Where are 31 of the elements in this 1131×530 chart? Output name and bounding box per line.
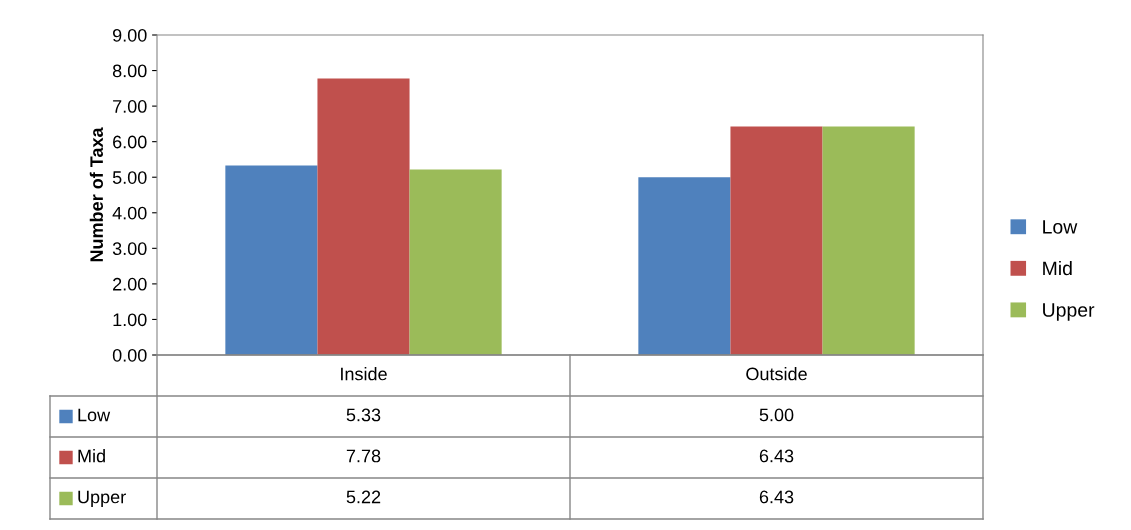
data-label: 6.43 — [759, 490, 794, 504]
y-tick-label: 1.00 — [113, 313, 147, 327]
legend-label: Low — [78, 408, 111, 422]
bar — [225, 165, 318, 355]
y-tick-label: 9.00 — [112, 28, 147, 42]
y-tick-label: 0.00 — [112, 348, 147, 362]
legend-label: Upper — [1043, 303, 1095, 321]
y-tick-label: 8.00 — [112, 64, 147, 78]
y-tick-label: 5.00 — [112, 171, 147, 184]
legend-label: Mid — [1043, 260, 1072, 276]
y-tick-label: 2.00 — [113, 277, 147, 291]
data-label: 5.22 — [346, 490, 381, 504]
text: Low — [1043, 220, 1078, 234]
data-label: 5.33 — [346, 408, 381, 422]
y-tick-label: 4.00 — [112, 206, 147, 220]
y-tick-label: 3.00 — [112, 242, 147, 256]
y-axis-title: Number of Taxa — [89, 127, 104, 262]
bar — [409, 169, 502, 355]
bar — [638, 177, 731, 355]
x-tick-label: Inside — [341, 367, 387, 381]
text: Mid — [78, 449, 105, 463]
bar — [317, 78, 410, 355]
bar — [730, 126, 823, 355]
y-tick-label: 6.00 — [113, 135, 147, 149]
bar — [822, 126, 915, 355]
text: Upper — [78, 490, 126, 507]
data-label: 7.78 — [346, 449, 381, 463]
x-tick-label: Outside — [746, 367, 807, 381]
data-label: 5.00 — [759, 408, 794, 422]
y-tick-label: 7.00 — [113, 100, 147, 113]
data-label: 6.43 — [759, 449, 794, 463]
